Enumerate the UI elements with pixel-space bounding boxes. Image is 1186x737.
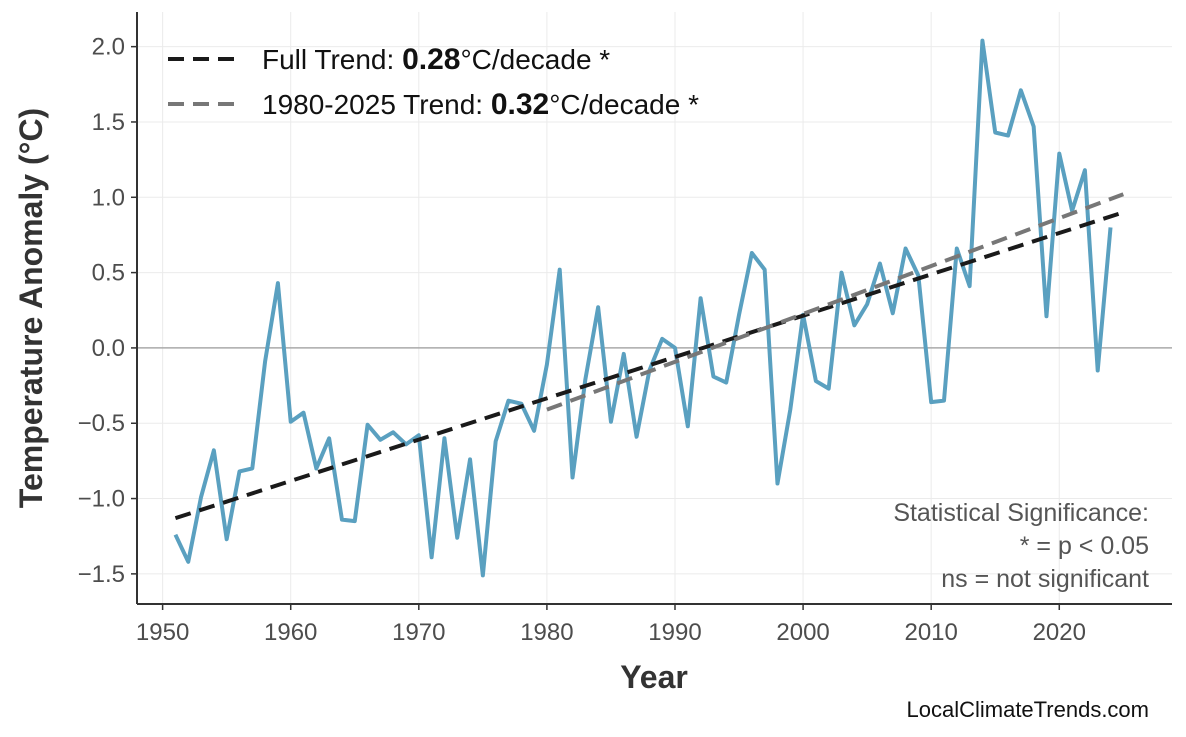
significance-note-line: Statistical Significance: — [893, 499, 1149, 527]
legend-label-2: 1980-2025 Trend: 0.32°C/decade * — [262, 88, 699, 121]
data-series-line — [173, 38, 1113, 578]
y-tick-label: −1.5 — [78, 561, 125, 588]
x-tick-label: 2020 — [1033, 619, 1086, 646]
x-tick-label: 1980 — [520, 619, 573, 646]
y-tick-label: 1.5 — [92, 109, 125, 136]
y-tick-label: 0.0 — [92, 335, 125, 362]
x-tick-label: 2010 — [904, 619, 957, 646]
significance-note-line: ns = not significant — [941, 565, 1149, 593]
y-tick-label: 1.0 — [92, 184, 125, 211]
y-tick-label: −1.0 — [78, 486, 125, 513]
x-tick-label: 1950 — [136, 619, 189, 646]
trend-line-1 — [174, 210, 1124, 521]
credit-text: LocalClimateTrends.com — [907, 697, 1150, 722]
legend-label-1: Full Trend: 0.28°C/decade * — [262, 43, 610, 76]
trend-line-2 — [546, 192, 1125, 412]
x-axis-label: Year — [620, 659, 688, 695]
y-tick-label: 2.0 — [92, 34, 125, 61]
y-tick-label: 0.5 — [92, 260, 125, 287]
y-tick-label: −0.5 — [78, 410, 125, 437]
y-axis-label: Temperature Anomaly (°C) — [13, 108, 49, 508]
x-tick-label: 1960 — [264, 619, 317, 646]
x-tick-label: 1970 — [392, 619, 445, 646]
x-tick-label: 1990 — [648, 619, 701, 646]
x-tick-label: 2000 — [776, 619, 829, 646]
significance-note-line: * = p < 0.05 — [1020, 532, 1149, 560]
